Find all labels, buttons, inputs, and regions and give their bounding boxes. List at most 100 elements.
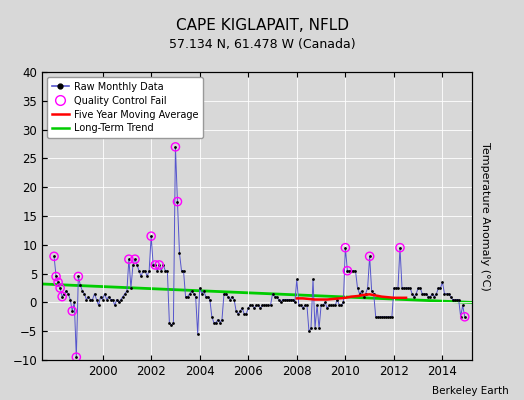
Point: [52, 273, 60, 280]
Point: [193, 331, 202, 337]
Point: [299, 305, 307, 311]
Point: [101, 290, 109, 297]
Text: CAPE KIGLAPAIT, NFLD: CAPE KIGLAPAIT, NFLD: [176, 18, 348, 33]
Point: [86, 296, 95, 303]
Point: [145, 268, 154, 274]
Point: [167, 322, 176, 329]
Point: [236, 308, 244, 314]
Point: [461, 314, 469, 320]
Point: [111, 302, 119, 308]
Point: [424, 294, 432, 300]
Point: [285, 296, 293, 303]
Point: [230, 296, 238, 303]
Point: [131, 256, 139, 262]
Point: [294, 302, 303, 308]
Point: [169, 319, 178, 326]
Point: [240, 311, 248, 317]
Point: [388, 314, 396, 320]
Point: [268, 290, 277, 297]
Point: [451, 296, 459, 303]
Point: [70, 299, 79, 306]
Point: [412, 290, 420, 297]
Point: [414, 285, 422, 291]
Point: [202, 294, 210, 300]
Text: 57.134 N, 61.478 W (Canada): 57.134 N, 61.478 W (Canada): [169, 38, 355, 51]
Point: [123, 288, 131, 294]
Point: [76, 282, 84, 288]
Point: [400, 285, 408, 291]
Point: [62, 288, 70, 294]
Point: [422, 290, 431, 297]
Point: [317, 302, 325, 308]
Point: [50, 253, 58, 260]
Point: [263, 302, 271, 308]
Point: [275, 296, 283, 303]
Point: [365, 253, 374, 260]
Point: [103, 296, 111, 303]
Point: [372, 314, 380, 320]
Point: [364, 285, 372, 291]
Point: [113, 296, 121, 303]
Point: [303, 302, 311, 308]
Point: [379, 314, 388, 320]
Point: [396, 244, 404, 251]
Point: [173, 198, 182, 205]
Point: [234, 311, 242, 317]
Point: [161, 268, 169, 274]
Point: [362, 290, 370, 297]
Point: [404, 285, 412, 291]
Point: [270, 294, 279, 300]
Point: [315, 325, 323, 332]
Point: [258, 302, 267, 308]
Point: [72, 354, 81, 360]
Point: [278, 296, 287, 303]
Point: [337, 302, 345, 308]
Point: [66, 296, 74, 303]
Point: [327, 302, 335, 308]
Point: [190, 290, 198, 297]
Point: [151, 262, 159, 268]
Point: [204, 294, 212, 300]
Point: [135, 268, 143, 274]
Point: [50, 253, 58, 260]
Point: [307, 325, 315, 332]
Point: [94, 302, 103, 308]
Point: [347, 268, 356, 274]
Point: [143, 273, 151, 280]
Point: [325, 302, 333, 308]
Point: [416, 285, 424, 291]
Point: [216, 319, 224, 326]
Point: [402, 285, 410, 291]
Point: [335, 302, 344, 308]
Point: [99, 296, 107, 303]
Point: [277, 299, 285, 306]
Point: [198, 290, 206, 297]
Point: [420, 290, 429, 297]
Point: [58, 294, 67, 300]
Point: [291, 299, 299, 306]
Point: [118, 294, 127, 300]
Point: [200, 288, 208, 294]
Point: [125, 256, 133, 262]
Point: [244, 305, 253, 311]
Point: [242, 311, 250, 317]
Point: [115, 299, 123, 306]
Point: [343, 268, 352, 274]
Point: [309, 276, 317, 282]
Point: [319, 302, 328, 308]
Point: [155, 262, 163, 268]
Point: [117, 296, 125, 303]
Point: [64, 290, 72, 297]
Point: [58, 294, 67, 300]
Point: [392, 285, 400, 291]
Point: [232, 308, 241, 314]
Point: [434, 285, 443, 291]
Point: [458, 302, 467, 308]
Point: [359, 294, 368, 300]
Point: [153, 268, 161, 274]
Point: [367, 288, 376, 294]
Point: [406, 285, 414, 291]
Point: [449, 296, 457, 303]
Point: [272, 294, 281, 300]
Point: [68, 308, 77, 314]
